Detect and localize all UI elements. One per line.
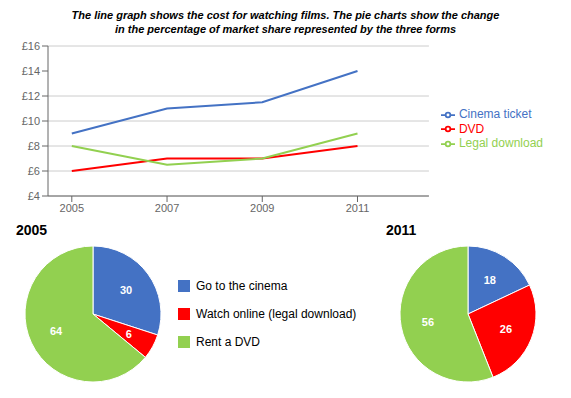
html-text:2005: 2005 xyxy=(16,222,48,238)
html-text:DVD: DVD xyxy=(458,121,485,136)
svg-text:2007: 2007 xyxy=(155,202,179,214)
svg-text:30: 30 xyxy=(120,284,132,296)
svg-text:£16: £16 xyxy=(22,40,40,52)
svg-text:18: 18 xyxy=(484,274,496,286)
html-text:The line graph shows the cost: The line graph shows the cost for watchi… xyxy=(71,9,500,21)
svg-text:£10: £10 xyxy=(22,115,40,127)
html-text:Watch online (legal download): Watch online (legal download) xyxy=(196,307,357,321)
svg-text:64: 64 xyxy=(50,325,63,337)
svg-text:£14: £14 xyxy=(22,65,40,77)
svg-text:56: 56 xyxy=(422,316,434,328)
html-text:in the percentage of market sh: in the percentage of market share repres… xyxy=(114,23,456,35)
html-text:2011: 2011 xyxy=(386,222,417,238)
svg-text:26: 26 xyxy=(500,323,512,335)
svg-text:6: 6 xyxy=(126,328,132,340)
svg-text:2009: 2009 xyxy=(250,202,274,214)
svg-text:£6: £6 xyxy=(28,165,40,177)
html-text:Go to the cinema: Go to the cinema xyxy=(196,279,288,293)
svg-text:£8: £8 xyxy=(28,140,40,152)
html-text:Cinema ticket: Cinema ticket xyxy=(458,106,532,121)
html-text:Legal download: Legal download xyxy=(458,136,543,151)
svg-text:£12: £12 xyxy=(22,90,40,102)
svg-text:2011: 2011 xyxy=(346,202,370,214)
html-text:Rent a DVD: Rent a DVD xyxy=(196,335,260,349)
svg-text:2005: 2005 xyxy=(60,202,84,214)
svg-text:£4: £4 xyxy=(28,190,40,202)
